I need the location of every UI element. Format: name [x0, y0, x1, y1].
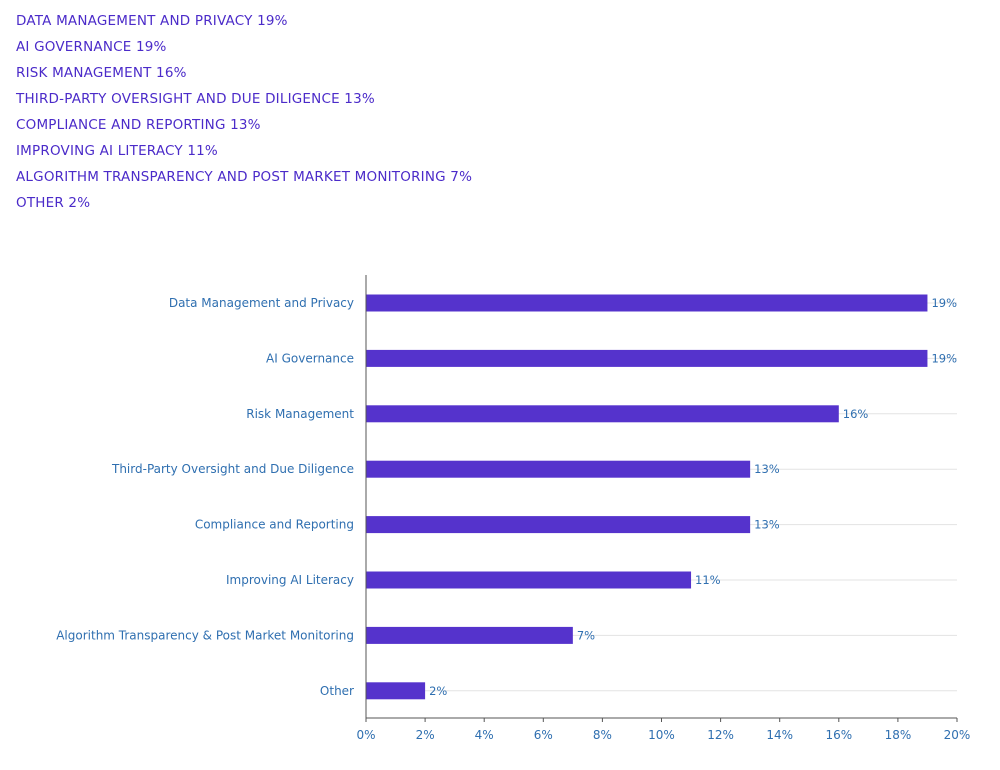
category-label: Other	[320, 684, 354, 698]
x-tick-label: 8%	[593, 728, 612, 742]
summary-list: DATA MANAGEMENT AND PRIVACY 19% AI GOVER…	[16, 10, 472, 218]
bar	[366, 460, 751, 478]
data-label: 11%	[695, 573, 721, 587]
summary-item: AI GOVERNANCE 19%	[16, 39, 167, 55]
category-label: Third-Party Oversight and Due Diligence	[111, 462, 354, 476]
x-tick-label: 6%	[534, 728, 553, 742]
x-tick-label: 14%	[766, 728, 793, 742]
x-tick-label: 0%	[356, 728, 375, 742]
category-label: Algorithm Transparency & Post Market Mon…	[56, 628, 354, 642]
category-label: Data Management and Privacy	[169, 296, 354, 310]
x-tick-label: 12%	[707, 728, 734, 742]
data-label: 13%	[754, 518, 780, 532]
x-tick-label: 18%	[885, 728, 912, 742]
x-tick-label: 2%	[416, 728, 435, 742]
bar	[366, 571, 692, 589]
data-label: 2%	[429, 684, 447, 698]
x-tick-label: 20%	[944, 728, 971, 742]
summary-item: COMPLIANCE AND REPORTING 13%	[16, 117, 261, 133]
data-label: 19%	[931, 296, 957, 310]
summary-item: ALGORITHM TRANSPARENCY AND POST MARKET M…	[16, 169, 473, 185]
summary-item: RISK MANAGEMENT 16%	[16, 65, 187, 81]
summary-item: OTHER 2%	[16, 195, 91, 211]
bar	[366, 626, 573, 644]
data-label: 16%	[843, 407, 869, 421]
bar	[366, 682, 426, 700]
x-tick-label: 4%	[475, 728, 494, 742]
bar	[366, 405, 839, 423]
data-label: 7%	[577, 628, 595, 642]
summary-item: DATA MANAGEMENT AND PRIVACY 19%	[16, 13, 288, 29]
category-label: Compliance and Reporting	[195, 518, 354, 532]
summary-item: THIRD-PARTY OVERSIGHT AND DUE DILIGENCE …	[16, 91, 375, 107]
category-label: Improving AI Literacy	[226, 573, 354, 587]
x-tick-label: 10%	[648, 728, 675, 742]
category-label: Risk Management	[246, 407, 354, 421]
data-label: 13%	[754, 462, 780, 476]
bar	[366, 294, 928, 312]
x-tick-label: 16%	[825, 728, 852, 742]
category-label: AI Governance	[266, 351, 354, 365]
bar	[366, 516, 751, 534]
data-label: 19%	[931, 351, 957, 365]
summary-item: IMPROVING AI LITERACY 11%	[16, 143, 218, 159]
bar	[366, 349, 928, 367]
